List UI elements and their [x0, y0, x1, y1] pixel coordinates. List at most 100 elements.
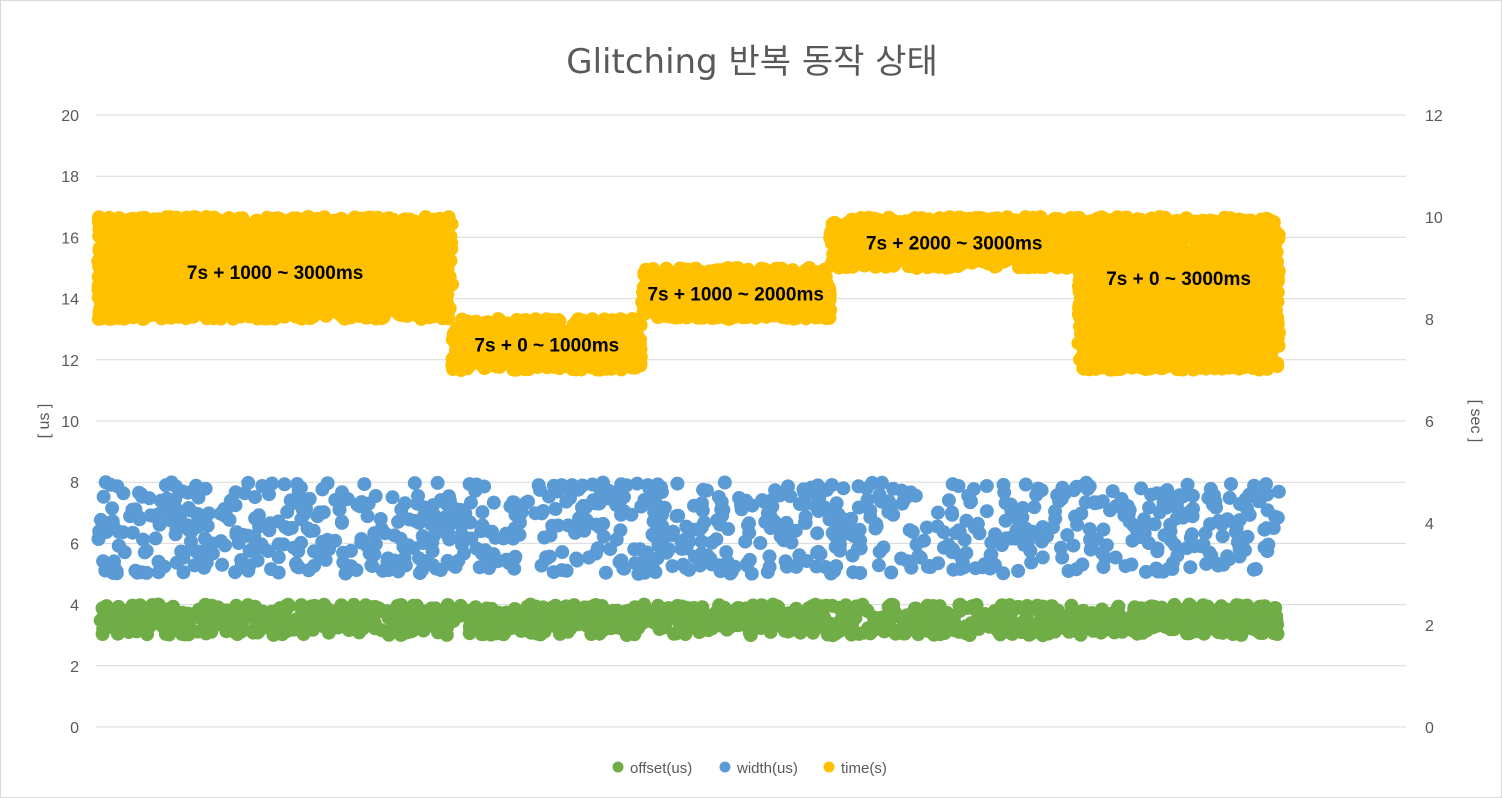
data-point [772, 613, 787, 628]
data-point [844, 511, 859, 526]
data-point [629, 327, 644, 342]
data-point [1211, 514, 1226, 529]
data-point [222, 288, 237, 303]
data-point [721, 522, 736, 536]
left-tick-label: 8 [70, 475, 79, 492]
data-point [669, 608, 684, 623]
data-point [563, 491, 577, 506]
data-point [569, 551, 584, 566]
data-point [475, 546, 489, 561]
data-point [979, 479, 994, 493]
data-point [164, 475, 179, 490]
data-point [1015, 618, 1030, 632]
left-tick-label: 12 [61, 353, 79, 370]
data-point [415, 529, 430, 544]
data-point [851, 500, 866, 515]
data-point [354, 535, 369, 550]
data-point [883, 622, 898, 637]
data-point [1016, 601, 1031, 616]
data-point [610, 612, 625, 627]
data-point [157, 616, 171, 631]
data-point [91, 311, 106, 326]
data-point [1087, 496, 1102, 511]
data-point [872, 544, 887, 559]
data-point [125, 525, 140, 540]
data-point [261, 544, 276, 559]
data-point [181, 627, 196, 642]
data-point [1124, 557, 1139, 572]
data-point [1200, 599, 1215, 614]
data-point [246, 540, 261, 555]
data-point [294, 535, 308, 550]
data-point [1173, 489, 1188, 504]
data-point [561, 624, 575, 639]
data-point [159, 229, 174, 244]
data-point [1000, 615, 1015, 630]
data-point [902, 523, 917, 538]
left-tick-label: 4 [70, 598, 79, 615]
data-point [255, 305, 270, 320]
data-point [1182, 597, 1197, 612]
chart-title: Glitching 반복 동작 상태 [566, 42, 938, 82]
data-point [957, 532, 972, 547]
data-point [1138, 623, 1153, 638]
data-point [1075, 557, 1090, 572]
data-point [198, 544, 213, 559]
data-point [544, 357, 559, 372]
data-point [756, 494, 771, 509]
data-point [334, 598, 349, 613]
data-point [453, 328, 468, 343]
data-point [185, 285, 200, 300]
data-point [1147, 517, 1162, 532]
data-point [131, 270, 146, 285]
data-point [284, 520, 299, 535]
data-point [1025, 524, 1040, 539]
data-point [921, 602, 936, 617]
data-point [1083, 542, 1098, 557]
right-tick-label: 2 [1425, 618, 1434, 635]
data-point [434, 268, 449, 282]
data-point [719, 621, 734, 636]
series-width(us) [91, 475, 1286, 581]
data-point [151, 306, 166, 321]
data-point [105, 501, 120, 516]
data-point [358, 237, 373, 252]
data-point [798, 516, 813, 530]
data-point [901, 488, 916, 503]
data-point [742, 625, 757, 640]
data-point [248, 511, 263, 526]
data-point [167, 246, 182, 261]
data-point [941, 493, 956, 508]
data-point [218, 538, 232, 553]
right-tick-label: 0 [1425, 720, 1434, 737]
data-point [137, 545, 152, 560]
data-point [845, 548, 860, 563]
data-point [966, 482, 981, 497]
data-point [881, 494, 896, 509]
data-point [360, 509, 375, 524]
data-point [1008, 531, 1023, 546]
data-point [669, 509, 684, 524]
series-offset(us) [93, 597, 1285, 643]
data-point [225, 213, 240, 228]
data-point [512, 527, 527, 542]
data-point [1209, 500, 1223, 515]
data-point [1098, 551, 1113, 565]
data-point [1104, 607, 1119, 621]
data-point [132, 485, 146, 500]
data-point [972, 526, 987, 541]
right-tick-label: 10 [1425, 210, 1443, 227]
data-point [761, 614, 776, 629]
data-point [945, 477, 960, 492]
data-point [173, 508, 188, 523]
data-point [1066, 538, 1081, 553]
data-point [155, 601, 170, 616]
data-point [1180, 541, 1194, 556]
data-point [263, 516, 278, 531]
data-point [946, 562, 961, 577]
data-point [312, 505, 327, 520]
data-point [415, 617, 430, 632]
data-point [847, 528, 862, 543]
data-point [797, 497, 812, 512]
data-point [1171, 604, 1186, 619]
